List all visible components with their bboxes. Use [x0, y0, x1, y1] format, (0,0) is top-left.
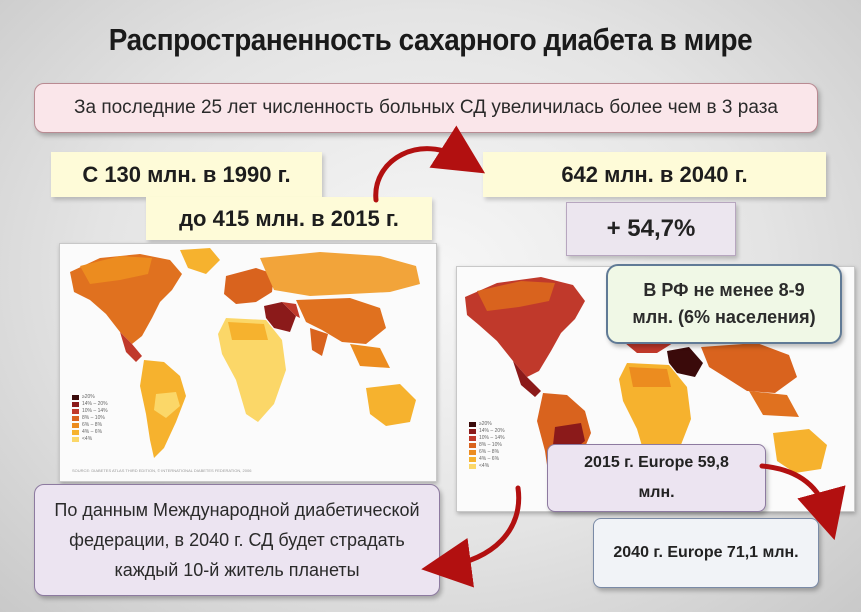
legend-label: 4% – 6% [479, 456, 500, 462]
legend-label: 8% – 10% [82, 415, 105, 421]
europe-2015-box: 2015 г. Europe 59,8 млн. [547, 444, 766, 512]
europe-2015-line2: млн. [638, 484, 675, 501]
legend-label: 6% – 8% [82, 422, 103, 428]
page-title: Распространенность сахарного диабета в м… [108, 22, 753, 57]
growth-percent-box: + 54,7% [566, 202, 736, 256]
stat-2040-text: 642 млн. в 2040 г. [561, 161, 748, 187]
legend-label: 14% – 20% [479, 428, 505, 434]
legend-label: <4% [82, 436, 93, 442]
legend-label: ≥20% [479, 421, 492, 427]
legend-label: 10% – 14% [82, 408, 108, 414]
russia-note-line2: млн. (6% населения) [632, 307, 816, 327]
europe-2015-line1: 2015 г. Europe 59,8 [584, 454, 729, 471]
stat-1990-text: С 130 млн. в 1990 г. [82, 161, 291, 187]
legend-label: 10% – 14% [479, 435, 505, 441]
legend-label: <4% [479, 463, 490, 469]
map-legend-2015: ≥20% 14% – 20% 10% – 14% 8% – 10% 6% – 8… [72, 394, 108, 443]
growth-percent-text: + 54,7% [606, 215, 696, 242]
russia-note-line1: В РФ не менее 8-9 [643, 280, 805, 300]
legend-label: 8% – 10% [479, 442, 502, 448]
subtitle-text: За последние 25 лет численность больных … [74, 97, 778, 118]
arrow-2015-to-2040 [373, 125, 486, 203]
idf-note-box: По данным Международной диабетической фе… [34, 484, 440, 596]
idf-note-line2: федерации, в 2040 г. СД будет страдать [69, 530, 405, 550]
legend-label: 6% – 8% [479, 449, 500, 455]
world-map-2015-image [70, 248, 420, 458]
stat-2015-box: до 415 млн. в 2015 г. [146, 197, 432, 240]
stat-2015-text: до 415 млн. в 2015 г. [179, 205, 399, 231]
legend-label: ≥20% [82, 394, 95, 400]
map-source-2015: SOURCE: DIABETES ATLAS THIRD EDITION, © … [72, 468, 252, 473]
subtitle-banner: За последние 25 лет численность больных … [34, 83, 818, 133]
russia-note-box: В РФ не менее 8-9 млн. (6% населения) [606, 264, 842, 344]
legend-label: 14% – 20% [82, 401, 108, 407]
world-map-2015: ≥20% 14% – 20% 10% – 14% 8% – 10% 6% – 8… [59, 243, 437, 482]
europe-2040-box: 2040 г. Europe 71,1 млн. [593, 518, 819, 588]
europe-2040-text: 2040 г. Europe 71,1 млн. [613, 544, 799, 561]
stat-1990-box: С 130 млн. в 1990 г. [51, 152, 322, 197]
stat-2040-box: 642 млн. в 2040 г. [483, 152, 826, 197]
idf-note-line1: По данным Международной диабетической [54, 500, 420, 520]
legend-label: 4% – 6% [82, 429, 103, 435]
map-legend-2040: ≥20% 14% – 20% 10% – 14% 8% – 10% 6% – 8… [469, 421, 505, 470]
idf-note-line3: каждый 10-й житель планеты [114, 560, 360, 580]
